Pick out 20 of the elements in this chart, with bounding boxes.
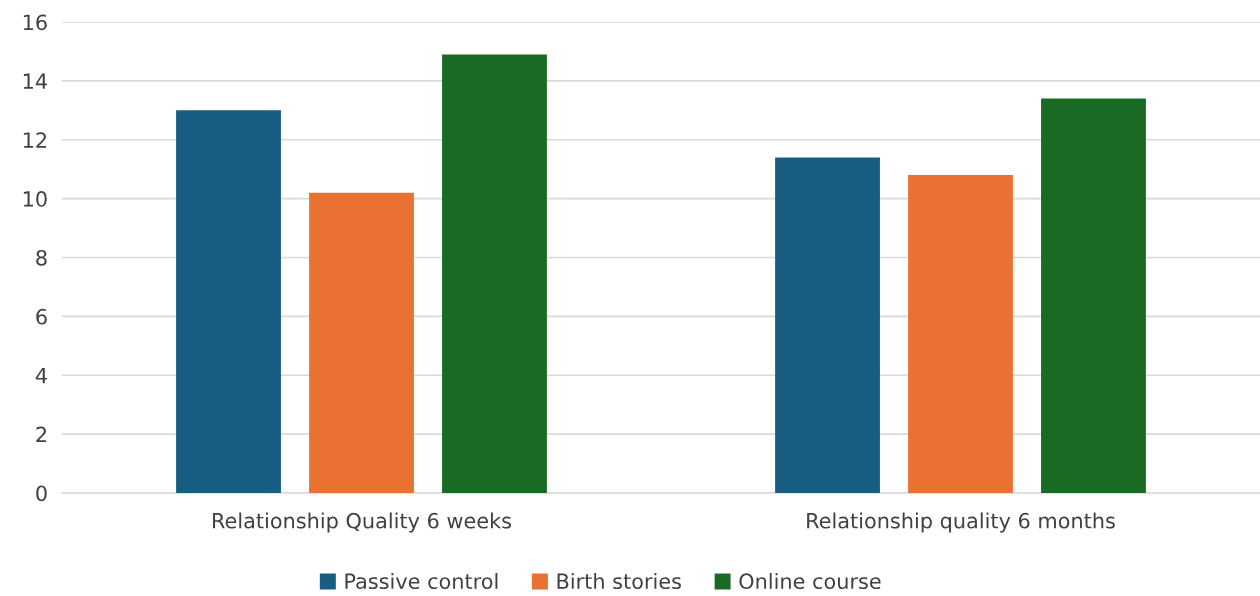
y-tick-label: 10 xyxy=(23,191,47,207)
y-tick-label: 14 xyxy=(23,73,47,89)
legend-label: Online course xyxy=(739,572,881,590)
y-tick-label: 6 xyxy=(36,308,47,325)
bar xyxy=(775,157,880,493)
y-tick-label: 8 xyxy=(36,249,47,266)
y-tick-label: 12 xyxy=(23,132,47,148)
legend-label: Birth stories xyxy=(557,572,681,590)
y-tick-label: 4 xyxy=(35,367,47,384)
bar xyxy=(176,110,281,493)
legend-label: Passive control xyxy=(345,572,498,590)
bar xyxy=(908,175,1013,493)
x-tick-label: Relationship Quality 6 weeks xyxy=(213,512,512,533)
bar xyxy=(309,192,414,493)
y-tick-label: 0 xyxy=(36,485,47,502)
x-tick-label: Relationship quality 6 months xyxy=(807,512,1115,533)
y-tick-label: 16 xyxy=(23,14,47,31)
y-tick-label: 2 xyxy=(36,426,47,443)
bar xyxy=(442,54,547,493)
bar xyxy=(1041,98,1146,493)
